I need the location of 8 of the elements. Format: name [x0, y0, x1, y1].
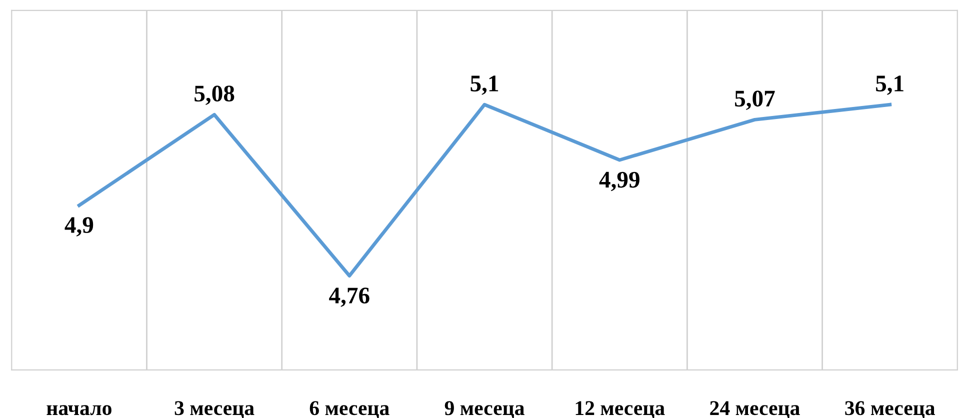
x-tick-label: начало: [46, 405, 112, 416]
data-label: 4,76: [329, 288, 370, 307]
data-label: 4,9: [64, 217, 94, 236]
data-label: 4,99: [599, 172, 640, 192]
data-label: 5,08: [194, 86, 234, 105]
data-label: 5,07: [735, 90, 775, 110]
data-label: 5,1: [470, 76, 498, 95]
data-label: 5,1: [876, 76, 904, 95]
